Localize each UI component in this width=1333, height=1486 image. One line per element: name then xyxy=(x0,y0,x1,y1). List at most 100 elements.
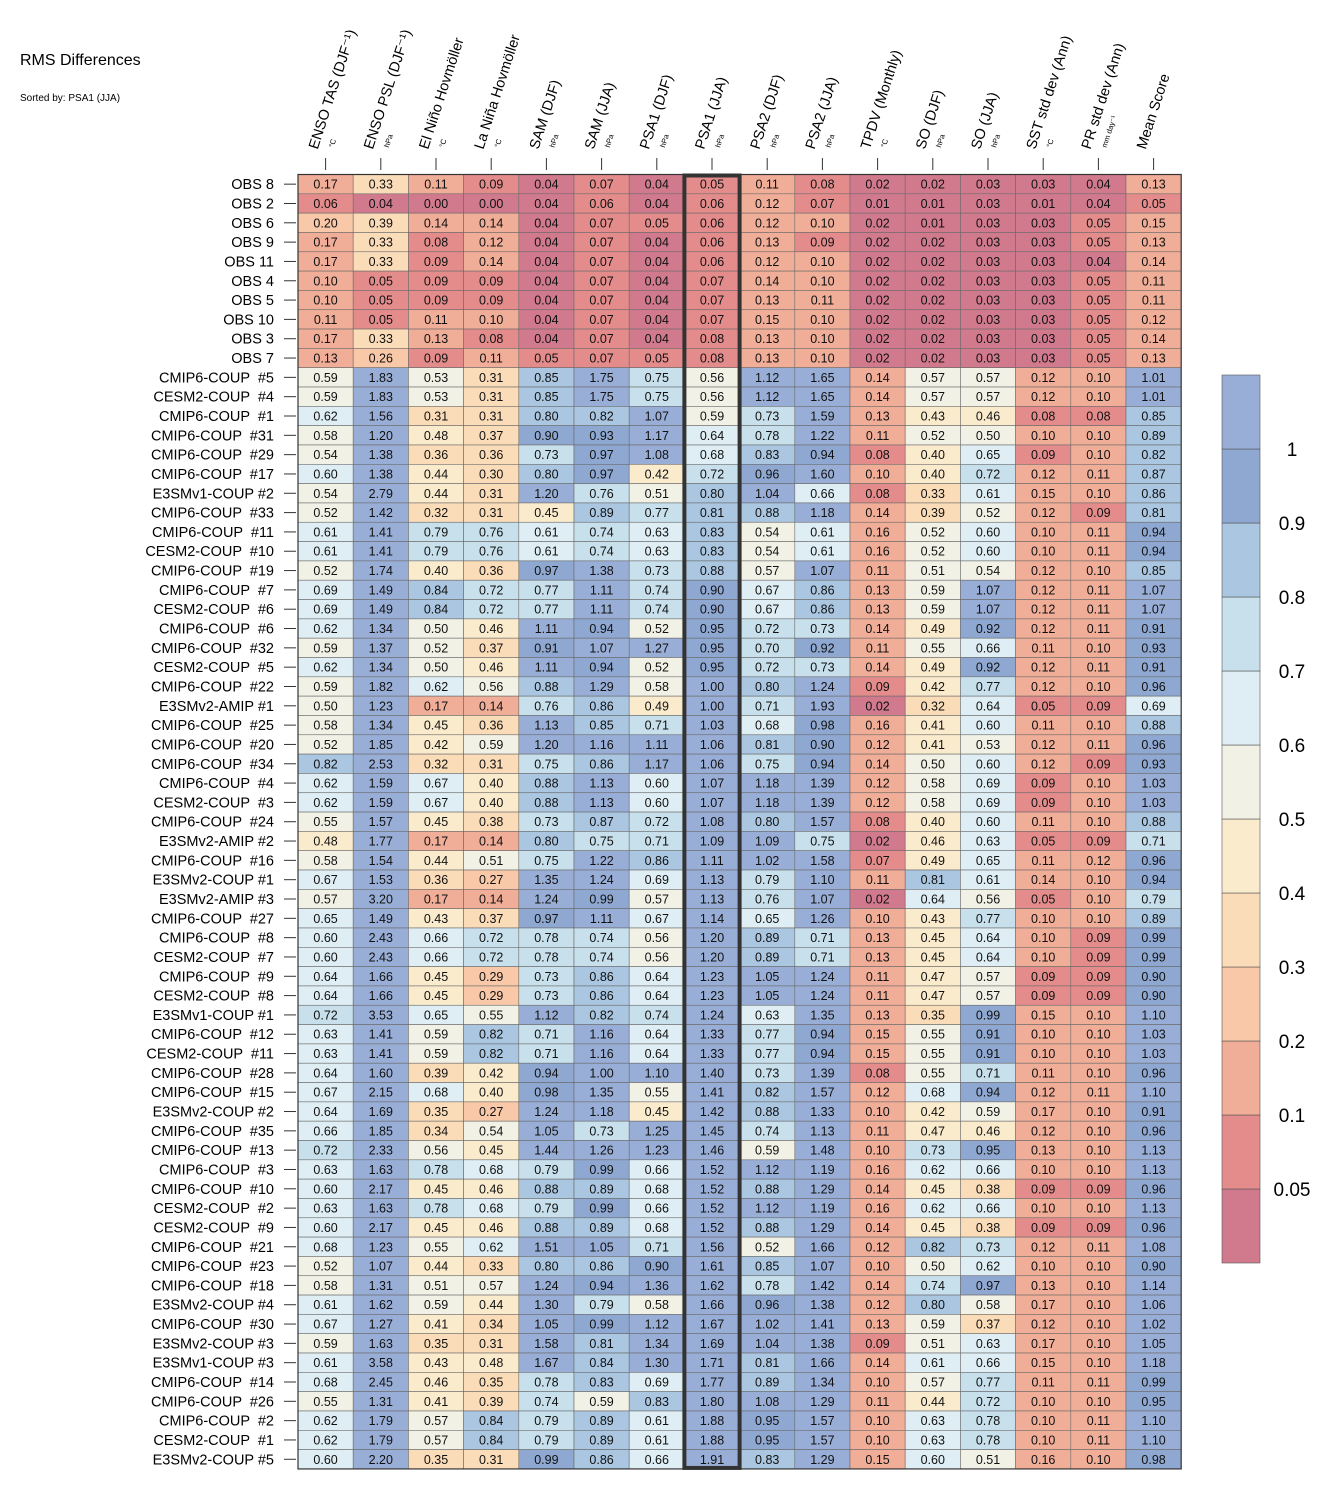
cell-value: 0.79 xyxy=(1141,893,1165,907)
cell-value: 0.78 xyxy=(534,950,558,964)
column-label: La Niña Hovmöller xyxy=(472,33,524,152)
cell-value: 0.12 xyxy=(479,236,503,250)
cell-value: 1.12 xyxy=(645,1318,669,1332)
cell-value: 0.73 xyxy=(976,1240,1000,1254)
cell-value: 0.10 xyxy=(1086,1395,1110,1409)
cell-value: 1.20 xyxy=(534,487,558,501)
cell-value: 0.68 xyxy=(921,1086,945,1100)
cell-value: 1.13 xyxy=(810,1124,834,1138)
cell-value: 0.17 xyxy=(313,236,337,250)
cell-value: 1.16 xyxy=(589,1047,613,1061)
cell-value: 0.64 xyxy=(313,989,337,1003)
cell-value: 0.88 xyxy=(700,564,724,578)
cell-value: 0.46 xyxy=(921,835,945,849)
cell-value: 0.82 xyxy=(1141,448,1165,462)
cell-value: 1.26 xyxy=(589,1144,613,1158)
cell-value: 0.79 xyxy=(755,873,779,887)
cell-value: 0.79 xyxy=(424,525,448,539)
cell-value: 0.64 xyxy=(921,893,945,907)
row-label: CMIP6-COUP #15 xyxy=(151,1085,274,1101)
cell-value: 0.58 xyxy=(645,1298,669,1312)
cell-value: 1.12 xyxy=(755,1202,779,1216)
cell-value: 0.58 xyxy=(313,429,337,443)
row-label: CESM2-COUP #7 xyxy=(153,950,274,966)
cell-value: 0.90 xyxy=(534,429,558,443)
cell-value: 1.10 xyxy=(1141,1414,1165,1428)
cell-value: 0.03 xyxy=(976,197,1000,211)
cell-value: 0.10 xyxy=(1086,448,1110,462)
cell-value: 1.79 xyxy=(369,1414,393,1428)
cell-value: 0.60 xyxy=(313,467,337,481)
cell-value: 0.68 xyxy=(755,719,779,733)
cell-value: 1.20 xyxy=(534,738,558,752)
cell-value: 0.71 xyxy=(645,835,669,849)
cell-value: 0.14 xyxy=(1141,255,1165,269)
cell-value: 1.69 xyxy=(369,1105,393,1119)
cell-value: 1.77 xyxy=(369,835,393,849)
cell-value: 0.63 xyxy=(921,1414,945,1428)
cell-value: 0.85 xyxy=(755,1260,779,1274)
cell-value: 0.09 xyxy=(424,352,448,366)
cell-value: 0.45 xyxy=(424,989,448,1003)
cell-value: 0.59 xyxy=(424,1047,448,1061)
cell-value: 0.64 xyxy=(700,429,724,443)
cell-value: 0.09 xyxy=(479,294,503,308)
cell-value: 0.50 xyxy=(424,661,448,675)
cell-value: 0.49 xyxy=(645,699,669,713)
cell-value: 0.03 xyxy=(1031,332,1055,346)
cell-value: 0.70 xyxy=(755,641,779,655)
cell-value: 0.97 xyxy=(589,448,613,462)
cell-value: 1.05 xyxy=(534,1318,558,1332)
cell-value: 0.37 xyxy=(976,1318,1000,1332)
cell-value: 1.34 xyxy=(369,719,393,733)
cell-value: 0.03 xyxy=(1031,236,1055,250)
cell-value: 0.14 xyxy=(865,622,889,636)
cell-value: 0.44 xyxy=(921,1395,945,1409)
cell-value: 1.12 xyxy=(534,1008,558,1022)
cell-value: 0.58 xyxy=(976,1298,1000,1312)
cell-value: 1.13 xyxy=(534,719,558,733)
cell-value: 0.12 xyxy=(865,1298,889,1312)
cell-value: 0.74 xyxy=(645,583,669,597)
cell-value: 1.75 xyxy=(589,371,613,385)
cell-value: 1.01 xyxy=(1141,390,1165,404)
cell-value: 0.11 xyxy=(866,873,889,887)
cell-value: 0.31 xyxy=(479,1453,503,1467)
cell-value: 0.79 xyxy=(534,1163,558,1177)
cell-value: 0.63 xyxy=(313,1163,337,1177)
row-label: CMIP6-COUP #5 xyxy=(159,370,274,386)
cell-value: 1.18 xyxy=(1141,1356,1165,1370)
cell-value: 0.45 xyxy=(921,1182,945,1196)
cell-value: 0.04 xyxy=(645,274,669,288)
cell-value: 0.91 xyxy=(976,1028,1000,1042)
cell-value: 1.57 xyxy=(810,815,834,829)
cell-value: 1.65 xyxy=(810,390,834,404)
cell-value: 0.09 xyxy=(479,178,503,192)
cell-value: 0.11 xyxy=(1087,622,1110,636)
cell-value: 0.56 xyxy=(700,390,724,404)
cell-value: 0.71 xyxy=(810,950,834,964)
cell-value: 0.79 xyxy=(534,1414,558,1428)
cell-value: 0.11 xyxy=(1087,1376,1110,1390)
row-label: CESM2-COUP #4 xyxy=(153,390,274,406)
cell-value: 0.56 xyxy=(424,1144,448,1158)
cell-value: 0.67 xyxy=(755,583,779,597)
cell-value: 0.54 xyxy=(976,564,1000,578)
cell-value: 1.03 xyxy=(1141,1028,1165,1042)
cell-value: 0.77 xyxy=(755,1028,779,1042)
cell-value: 0.10 xyxy=(1086,777,1110,791)
cell-value: 0.39 xyxy=(479,1395,503,1409)
cell-value: 0.15 xyxy=(1031,487,1055,501)
cell-value: 1.11 xyxy=(535,622,558,636)
cell-value: 0.89 xyxy=(755,931,779,945)
cell-value: 0.85 xyxy=(589,719,613,733)
column-label: PSA2 (DJF) xyxy=(748,73,787,152)
cell-value: 0.12 xyxy=(755,255,779,269)
colorbar-segment xyxy=(1221,670,1261,746)
row-label: E3SMv2-AMIP #1 xyxy=(159,699,274,715)
cell-value: 0.74 xyxy=(589,525,613,539)
cell-value: 1.52 xyxy=(700,1221,724,1235)
cell-value: 0.77 xyxy=(976,680,1000,694)
cell-value: 0.81 xyxy=(755,1356,779,1370)
cell-value: 1.33 xyxy=(700,1047,724,1061)
